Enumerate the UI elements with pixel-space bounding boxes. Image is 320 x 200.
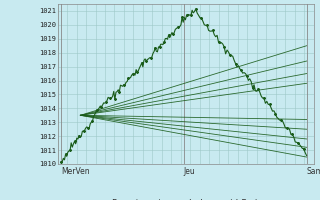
Text: Jeu: Jeu [184, 167, 196, 176]
Text: Pression niveau de la mer( hPa ): Pression niveau de la mer( hPa ) [112, 199, 259, 200]
Text: MerVen: MerVen [61, 167, 90, 176]
Text: Sam: Sam [307, 167, 320, 176]
